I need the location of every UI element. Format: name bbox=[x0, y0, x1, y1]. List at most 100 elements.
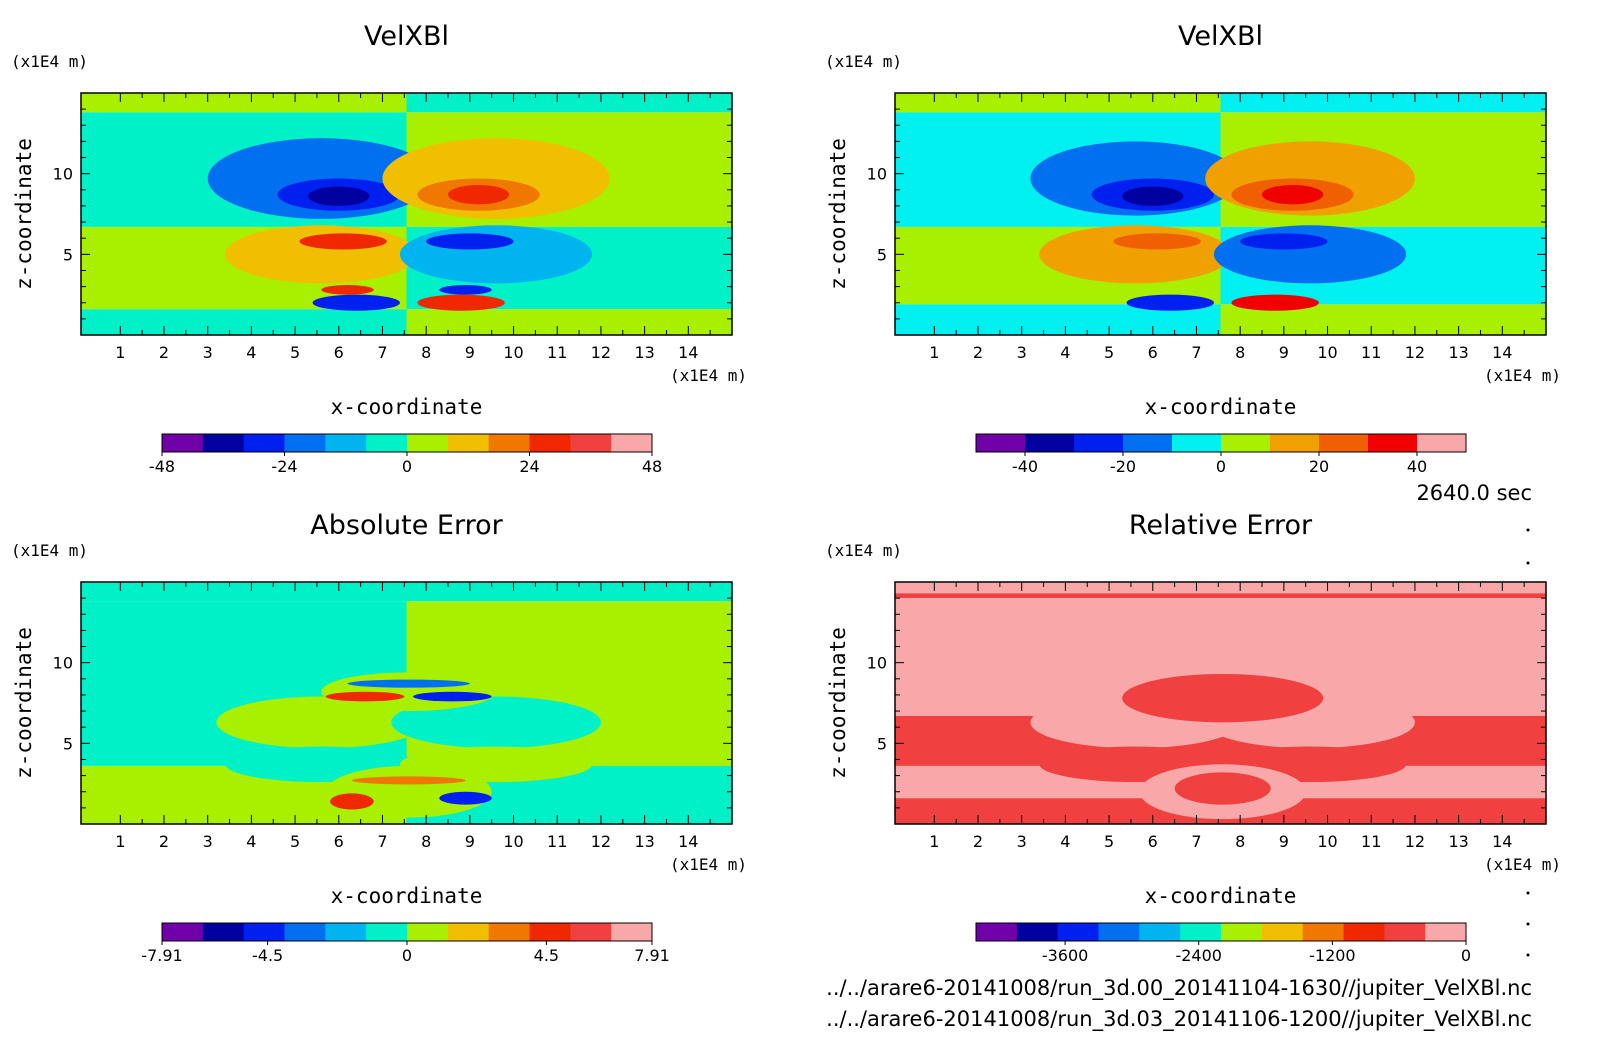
field-blob bbox=[1231, 295, 1318, 311]
x-unit-label: (x1E4 m) bbox=[1484, 855, 1561, 874]
x-tick-label: 4 bbox=[246, 343, 256, 362]
colorbar-swatch bbox=[244, 434, 285, 452]
colorbar-swatch bbox=[1074, 434, 1124, 452]
colorbar-swatch bbox=[203, 434, 244, 452]
x-tick-label: 4 bbox=[1060, 832, 1070, 851]
colorbar-tick-label: 7.91 bbox=[634, 946, 670, 965]
x-tick-label: 6 bbox=[1148, 832, 1158, 851]
field-blob bbox=[439, 285, 491, 295]
x-tick-label: 8 bbox=[421, 343, 431, 362]
x-tick-label: 1 bbox=[929, 343, 939, 362]
field-blob bbox=[400, 225, 592, 283]
colorbar: -40 -20 0 20 40 bbox=[976, 434, 1467, 476]
colorbar-tick-label: 24 bbox=[519, 457, 539, 476]
x-tick-label: 8 bbox=[1235, 832, 1245, 851]
colorbar-tick-label: 0 bbox=[402, 946, 412, 965]
x-tick-label: 14 bbox=[1492, 343, 1512, 362]
x-tick-label: 2 bbox=[973, 343, 983, 362]
x-tick-label: 2 bbox=[159, 832, 169, 851]
y-axis-label: z-coordinate bbox=[12, 138, 36, 290]
x-tick-label: 1 bbox=[929, 832, 939, 851]
field-band-right bbox=[407, 309, 733, 335]
x-unit-label: (x1E4 m) bbox=[1484, 366, 1561, 385]
y-tick-label: 10 bbox=[867, 654, 887, 673]
colorbar-swatch bbox=[366, 434, 407, 452]
colorbar-swatch bbox=[1303, 923, 1344, 941]
y-tick-label: 10 bbox=[867, 165, 887, 184]
field-blob bbox=[321, 672, 496, 711]
colorbar-swatch bbox=[976, 434, 1026, 452]
field-band-right bbox=[1221, 593, 1547, 598]
colorbar-swatch bbox=[1417, 434, 1467, 452]
y-tick-label: 5 bbox=[63, 245, 73, 264]
chart-panel-3: Absolute Error1 2 3 4 5 6 7 8 9 10 11 12 13 14510(x1E… bbox=[11, 510, 747, 965]
colorbar-swatch bbox=[1319, 434, 1369, 452]
colorbar-tick-label: -4.5 bbox=[252, 946, 283, 965]
chart-panel-4: Relative Error1 2 3 4 5 6 7 8 9 10 11 12 13 14510(x1E… bbox=[825, 510, 1561, 965]
x-tick-label: 12 bbox=[1405, 343, 1425, 362]
x-tick-label: 13 bbox=[634, 832, 654, 851]
field-blob bbox=[225, 225, 417, 283]
colorbar-swatch bbox=[1025, 434, 1075, 452]
colorbar-swatch bbox=[1384, 923, 1425, 941]
x-tick-label: 7 bbox=[377, 343, 387, 362]
field-blob bbox=[1175, 772, 1271, 804]
y-tick-label: 10 bbox=[53, 165, 73, 184]
colorbar-swatch bbox=[1099, 923, 1140, 941]
colorbar-tick-label: -3600 bbox=[1042, 946, 1089, 965]
field-blob bbox=[330, 793, 374, 809]
x-tick-label: 9 bbox=[1279, 832, 1289, 851]
x-axis-label: x-coordinate bbox=[1145, 884, 1297, 908]
colorbar-swatch bbox=[1368, 434, 1418, 452]
field-blob bbox=[348, 680, 470, 688]
colorbar-swatch bbox=[530, 923, 571, 941]
x-tick-label: 3 bbox=[203, 832, 213, 851]
x-tick-label: 4 bbox=[246, 832, 256, 851]
y-axis-label: z-coordinate bbox=[826, 627, 850, 779]
colorbar-swatch bbox=[1017, 923, 1058, 941]
colorbar-swatch bbox=[407, 434, 448, 452]
x-tick-label: 10 bbox=[503, 832, 523, 851]
colorbar-swatch bbox=[611, 923, 652, 941]
x-unit-label: (x1E4 m) bbox=[670, 366, 747, 385]
colorbar-tick-label: -48 bbox=[149, 457, 175, 476]
x-tick-label: 11 bbox=[547, 832, 567, 851]
field-blob bbox=[448, 185, 509, 204]
colorbar-swatch bbox=[448, 923, 489, 941]
colorbar: -3600 -2400 -1200 0 bbox=[976, 923, 1471, 965]
field-band-left bbox=[81, 582, 407, 601]
colorbar-swatch bbox=[489, 923, 530, 941]
field-band-left bbox=[81, 93, 407, 112]
colorbar-swatch bbox=[162, 434, 203, 452]
colorbar-swatch bbox=[448, 434, 489, 452]
x-tick-label: 8 bbox=[421, 832, 431, 851]
y-axis-label: z-coordinate bbox=[826, 138, 850, 290]
y-axis-label: z-coordinate bbox=[12, 627, 36, 779]
field-blob bbox=[1113, 233, 1200, 249]
field-blob bbox=[352, 776, 466, 784]
y-unit-label: (x1E4 m) bbox=[825, 52, 902, 71]
x-tick-label: 2 bbox=[973, 832, 983, 851]
field-blob bbox=[299, 233, 386, 249]
colorbar-swatch bbox=[1221, 434, 1271, 452]
colorbar-swatch bbox=[1123, 434, 1173, 452]
colorbar-tick-label: 0 bbox=[402, 457, 412, 476]
x-tick-label: 12 bbox=[591, 832, 611, 851]
x-tick-label: 8 bbox=[1235, 343, 1245, 362]
chart-panel-2: VelXBl1 2 3 4 5 6 7 8 9 10 11 12 13 14510(x1E4 m)(x1E… bbox=[825, 21, 1561, 476]
x-tick-label: 10 bbox=[503, 343, 523, 362]
x-tick-label: 9 bbox=[465, 832, 475, 851]
x-axis-label: x-coordinate bbox=[331, 884, 483, 908]
y-tick-label: 5 bbox=[63, 734, 73, 753]
colorbar-swatch bbox=[1262, 923, 1303, 941]
field-blob bbox=[1262, 185, 1323, 204]
x-axis-label: x-coordinate bbox=[1145, 395, 1297, 419]
colorbar: -7.91 -4.5 0 4.5 7.91 bbox=[141, 923, 670, 965]
x-tick-label: 4 bbox=[1060, 343, 1070, 362]
x-tick-label: 5 bbox=[1104, 832, 1114, 851]
field-blob bbox=[1240, 233, 1327, 249]
colorbar-swatch bbox=[1172, 434, 1222, 452]
field-band-left bbox=[81, 309, 407, 335]
colorbar-tick-label: 0 bbox=[1216, 457, 1226, 476]
